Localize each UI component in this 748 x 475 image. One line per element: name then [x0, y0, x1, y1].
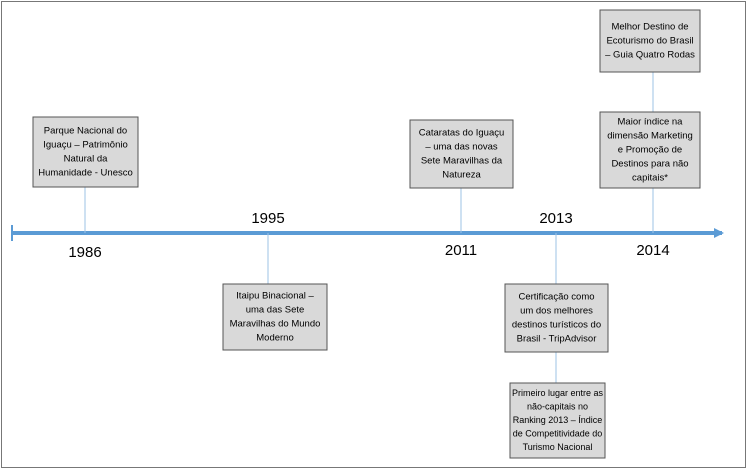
event-text: dimensão Marketing	[607, 131, 693, 142]
event-text: destinos turísticos do	[512, 320, 601, 331]
year-label: 1986	[68, 244, 101, 261]
event-box	[222, 283, 328, 351]
event-text: Destinos para não	[611, 159, 688, 170]
event-text: Ranking 2013 – Índice	[513, 415, 603, 425]
event-text: Ecoturismo do Brasil	[606, 36, 693, 47]
event-text: Certificação como	[518, 292, 594, 303]
event-text: uma das Sete	[246, 305, 305, 316]
event-box	[599, 9, 701, 73]
event-text: Turismo Nacional	[523, 442, 593, 452]
event-text: Natural da	[64, 154, 109, 165]
event-text: e Promoção de	[618, 145, 682, 156]
event-box	[509, 382, 606, 459]
event-box	[504, 283, 609, 353]
event-box	[409, 119, 514, 189]
event-text: capitais*	[632, 173, 668, 184]
year-label: 2011	[445, 242, 477, 259]
event-text: Moderno	[256, 333, 294, 344]
event-text: Sete Maravilhas da	[421, 156, 503, 167]
event-text: Maravilhas do Mundo	[230, 319, 321, 330]
frame	[1, 1, 746, 468]
event-text: Iguaçu – Patrimônio	[43, 140, 128, 151]
event-text: não-capitais no	[527, 401, 588, 411]
event-text: Brasil - TripAdvisor	[517, 334, 597, 345]
event-text: Cataratas do Iguaçu	[419, 128, 505, 139]
year-label: 2013	[539, 210, 572, 227]
event-text: Humanidade - Unesco	[38, 168, 133, 179]
year-label: 2014	[636, 242, 669, 259]
year-label: 1995	[251, 210, 284, 227]
event-text: Maior índice na	[618, 117, 684, 128]
event-text: – Guia Quatro Rodas	[605, 50, 695, 61]
event-text: um dos melhores	[520, 306, 593, 317]
event-text: Melhor Destino de	[611, 22, 688, 33]
event-text: Primeiro lugar entre as	[512, 388, 604, 398]
event-text: de Competitividade do	[513, 428, 603, 438]
event-box	[599, 111, 701, 189]
event-text: Itaipu Binacional –	[236, 291, 314, 302]
event-text: Natureza	[442, 170, 481, 181]
event-text: Parque Nacional do	[44, 126, 127, 137]
event-text: – uma das novas	[425, 142, 498, 153]
event-box	[32, 116, 139, 188]
